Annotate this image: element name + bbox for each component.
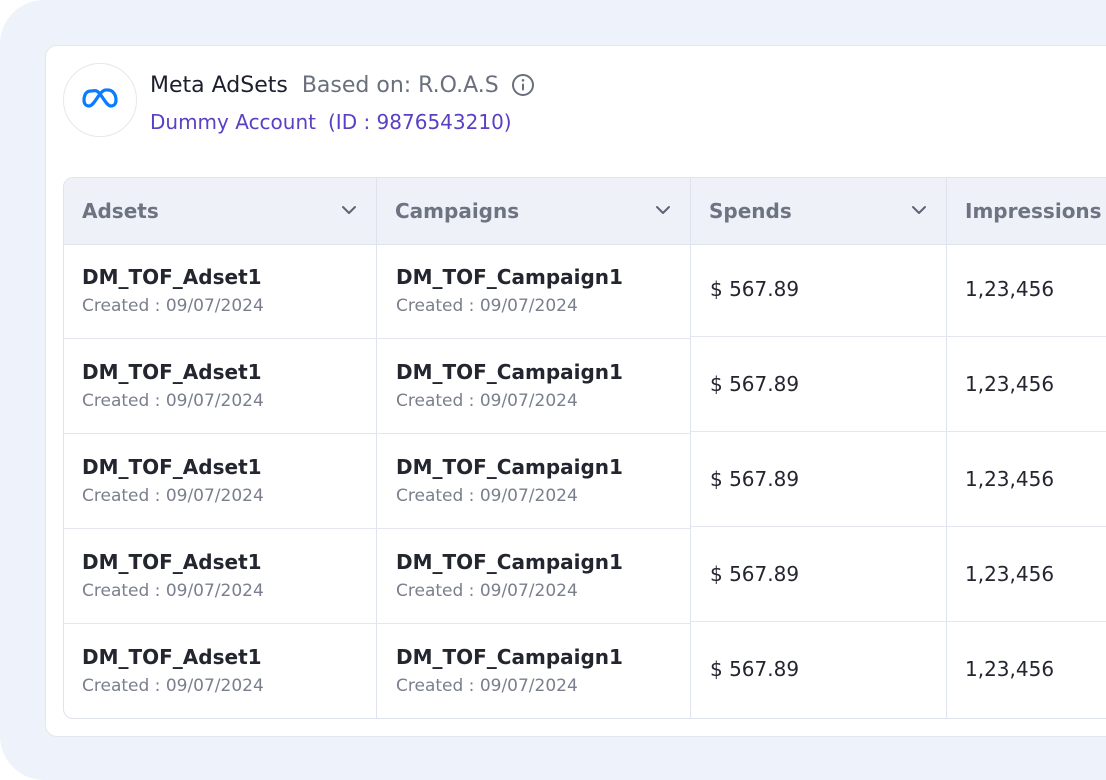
column-header-label: Spends bbox=[709, 199, 792, 223]
meta-adsets-card: Meta AdSets Based on: R.O.A.S Dummy Acco… bbox=[45, 45, 1106, 737]
table-header: Adsets Campaigns Spends Impressions bbox=[64, 178, 1106, 245]
campaign-created-date: Created : 09/07/2024 bbox=[396, 486, 578, 506]
based-on-label: Based on: R.O.A.S bbox=[301, 72, 499, 98]
column-divider bbox=[376, 178, 377, 718]
header-title-row: Meta AdSets Based on: R.O.A.S bbox=[150, 70, 535, 100]
chevron-down-icon[interactable] bbox=[910, 201, 928, 219]
adset-name[interactable]: DM_TOF_Adset1 bbox=[82, 455, 262, 479]
column-divider bbox=[690, 178, 691, 718]
spends-value: $ 567.89 bbox=[710, 657, 800, 681]
adset-name[interactable]: DM_TOF_Adset1 bbox=[82, 265, 262, 289]
row-divider bbox=[691, 526, 1106, 527]
adsets-table: Adsets Campaigns Spends Impressions bbox=[63, 177, 1106, 719]
adset-created-date: Created : 09/07/2024 bbox=[82, 581, 264, 601]
row-divider bbox=[64, 528, 690, 529]
campaign-name[interactable]: DM_TOF_Campaign1 bbox=[396, 265, 623, 289]
column-header-spends[interactable]: Spends bbox=[691, 178, 946, 244]
account-info: Dummy Account (ID : 9876543210) bbox=[150, 108, 512, 136]
page-title: Meta AdSets bbox=[150, 72, 288, 98]
adset-created-date: Created : 09/07/2024 bbox=[82, 486, 264, 506]
column-header-impressions[interactable]: Impressions bbox=[947, 178, 1106, 244]
adset-name[interactable]: DM_TOF_Adset1 bbox=[82, 645, 262, 669]
impressions-value: 1,23,456 bbox=[965, 657, 1055, 681]
chevron-down-icon[interactable] bbox=[654, 201, 672, 219]
meta-infinity-icon bbox=[82, 87, 118, 113]
campaign-created-date: Created : 09/07/2024 bbox=[396, 296, 578, 316]
column-header-adsets[interactable]: Adsets bbox=[64, 178, 376, 244]
impressions-value: 1,23,456 bbox=[965, 467, 1055, 491]
column-header-label: Impressions bbox=[965, 199, 1102, 223]
chevron-down-icon[interactable] bbox=[340, 201, 358, 219]
spends-value: $ 567.89 bbox=[710, 562, 800, 586]
row-divider bbox=[691, 431, 1106, 432]
table-row[interactable]: DM_TOF_Adset1 Created : 09/07/2024 DM_TO… bbox=[64, 529, 1106, 624]
info-icon[interactable] bbox=[511, 73, 535, 97]
table-row[interactable]: DM_TOF_Adset1 Created : 09/07/2024 DM_TO… bbox=[64, 244, 1106, 339]
account-name[interactable]: Dummy Account bbox=[150, 110, 316, 134]
table-row[interactable]: DM_TOF_Adset1 Created : 09/07/2024 DM_TO… bbox=[64, 434, 1106, 529]
table-row[interactable]: DM_TOF_Adset1 Created : 09/07/2024 DM_TO… bbox=[64, 339, 1106, 434]
adset-created-date: Created : 09/07/2024 bbox=[82, 296, 264, 316]
row-divider bbox=[64, 623, 690, 624]
row-divider bbox=[691, 336, 1106, 337]
impressions-value: 1,23,456 bbox=[965, 277, 1055, 301]
adset-created-date: Created : 09/07/2024 bbox=[82, 676, 264, 696]
account-id: (ID : 9876543210) bbox=[328, 110, 512, 134]
campaign-name[interactable]: DM_TOF_Campaign1 bbox=[396, 550, 623, 574]
campaign-created-date: Created : 09/07/2024 bbox=[396, 581, 578, 601]
column-divider bbox=[946, 178, 947, 718]
adset-name[interactable]: DM_TOF_Adset1 bbox=[82, 550, 262, 574]
campaign-name[interactable]: DM_TOF_Campaign1 bbox=[396, 645, 623, 669]
row-divider bbox=[64, 433, 690, 434]
impressions-value: 1,23,456 bbox=[965, 372, 1055, 396]
campaign-created-date: Created : 09/07/2024 bbox=[396, 391, 578, 411]
spends-value: $ 567.89 bbox=[710, 467, 800, 491]
campaign-name[interactable]: DM_TOF_Campaign1 bbox=[396, 455, 623, 479]
column-header-label: Adsets bbox=[82, 199, 159, 223]
campaign-name[interactable]: DM_TOF_Campaign1 bbox=[396, 360, 623, 384]
campaign-created-date: Created : 09/07/2024 bbox=[396, 676, 578, 696]
row-divider bbox=[691, 621, 1106, 622]
column-header-campaigns[interactable]: Campaigns bbox=[377, 178, 690, 244]
spends-value: $ 567.89 bbox=[710, 372, 800, 396]
adset-name[interactable]: DM_TOF_Adset1 bbox=[82, 360, 262, 384]
column-header-label: Campaigns bbox=[395, 199, 520, 223]
meta-logo bbox=[63, 63, 137, 137]
impressions-value: 1,23,456 bbox=[965, 562, 1055, 586]
spends-value: $ 567.89 bbox=[710, 277, 800, 301]
row-divider bbox=[64, 338, 690, 339]
table-row[interactable]: DM_TOF_Adset1 Created : 09/07/2024 DM_TO… bbox=[64, 624, 1106, 718]
adset-created-date: Created : 09/07/2024 bbox=[82, 391, 264, 411]
